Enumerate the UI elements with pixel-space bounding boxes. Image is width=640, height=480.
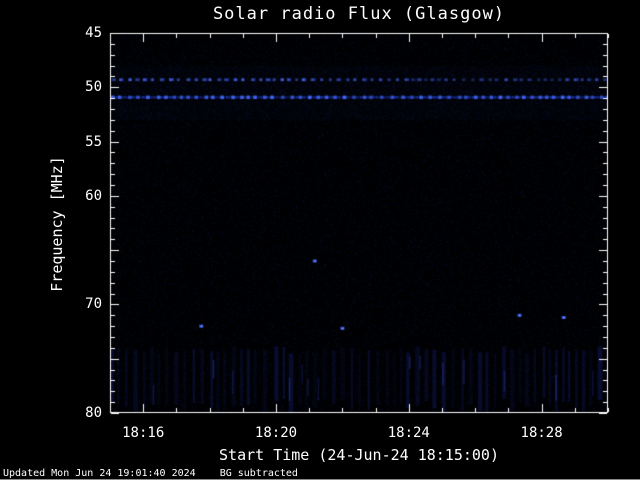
y-tick-label: 45: [85, 25, 102, 41]
x-tick-label: 18:24: [387, 425, 430, 441]
y-tick-label: 70: [85, 296, 102, 313]
chart-title: Solar radio Flux (Glasgow): [212, 4, 506, 24]
y-tick-label: 60: [85, 187, 102, 204]
footer-bg-subtracted-note: BG subtracted: [219, 468, 298, 479]
footer: Updated Mon Jun 24 19:01:40 2024 BG subt…: [3, 468, 298, 479]
y-tick-label: 50: [85, 79, 102, 96]
x-axis-label: Start Time (24-Jun-24 18:15:00): [219, 446, 499, 464]
spectrogram-canvas: [110, 33, 608, 413]
x-tick-label: 18:28: [520, 425, 563, 441]
footer-updated-text: Updated Mon Jun 24 19:01:40 2024: [3, 468, 196, 479]
x-tick-label: 18:20: [254, 425, 298, 441]
y-tick-label: 80: [85, 405, 102, 421]
x-tick-label: 18:16: [122, 425, 165, 441]
y-tick-label: 55: [85, 133, 102, 150]
y-axis-label: Frequency [MHz]: [48, 156, 66, 292]
